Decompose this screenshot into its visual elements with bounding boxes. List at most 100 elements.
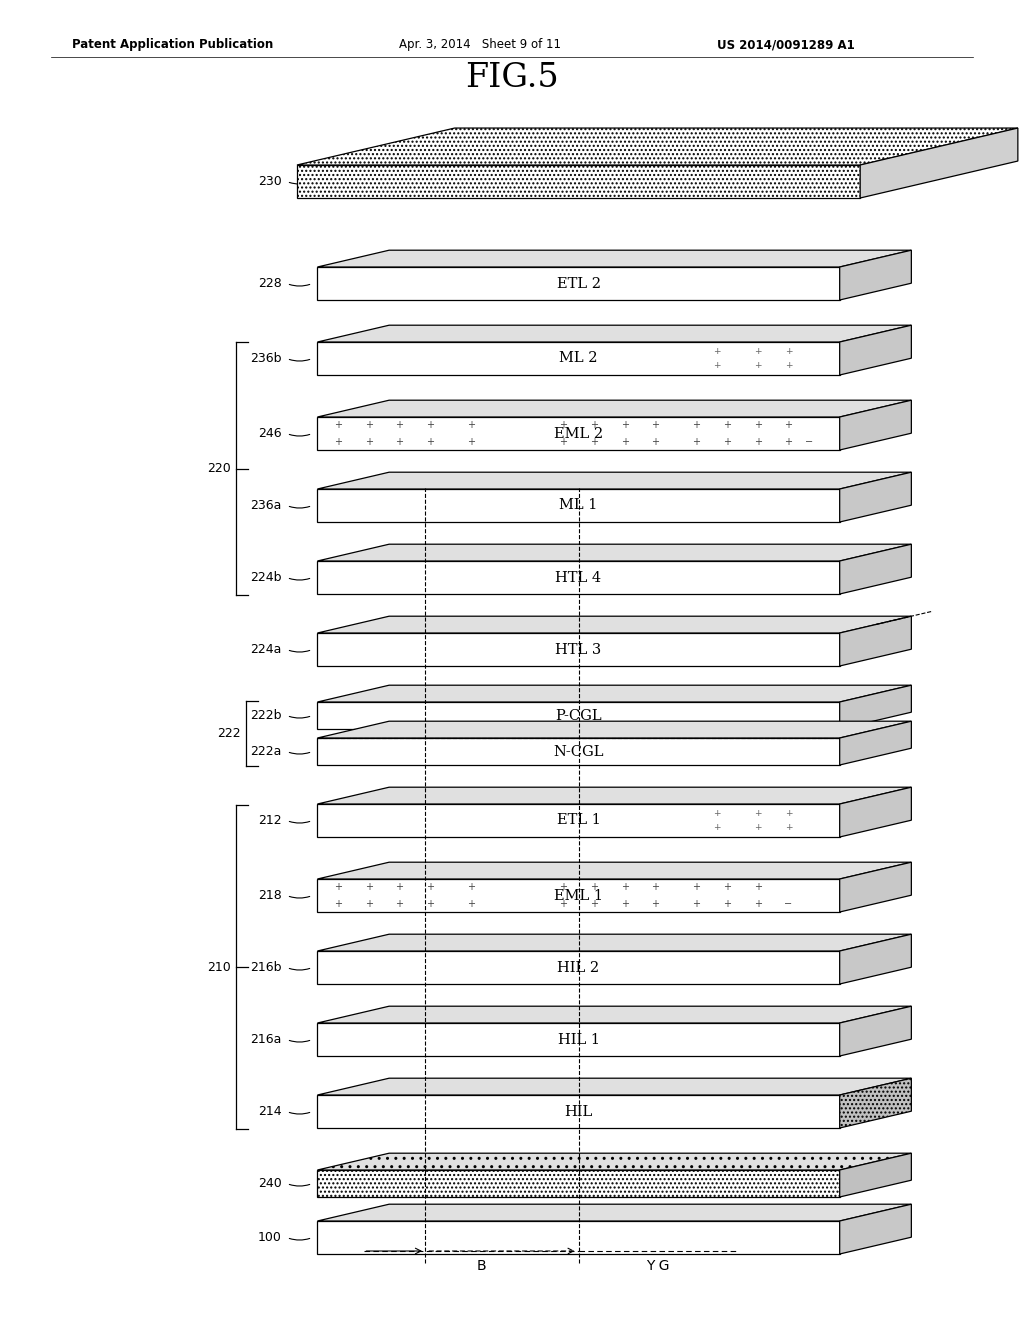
Text: +: + <box>754 437 762 446</box>
Polygon shape <box>317 488 840 521</box>
Text: HTL 3: HTL 3 <box>555 643 602 656</box>
Text: 240: 240 <box>258 1177 282 1191</box>
Polygon shape <box>317 1078 911 1096</box>
Text: +: + <box>784 347 793 355</box>
Text: +: + <box>426 437 434 446</box>
Polygon shape <box>317 721 911 738</box>
Text: 222a: 222a <box>250 744 282 758</box>
Text: +: + <box>621 899 629 908</box>
Polygon shape <box>840 251 911 300</box>
Polygon shape <box>317 634 840 667</box>
Text: +: + <box>784 809 793 817</box>
Text: Apr. 3, 2014   Sheet 9 of 11: Apr. 3, 2014 Sheet 9 of 11 <box>399 38 561 51</box>
Text: +: + <box>590 899 598 908</box>
Text: +: + <box>334 437 342 446</box>
Text: +: + <box>334 420 342 430</box>
Text: +: + <box>754 362 762 370</box>
Polygon shape <box>840 1204 911 1254</box>
Text: 228: 228 <box>258 277 282 290</box>
Text: +: + <box>559 899 567 908</box>
Text: +: + <box>692 420 700 430</box>
Polygon shape <box>317 1170 840 1197</box>
Text: +: + <box>651 882 659 892</box>
Polygon shape <box>317 267 840 300</box>
Text: ETL 1: ETL 1 <box>557 813 600 828</box>
Text: +: + <box>723 882 731 892</box>
Text: 100: 100 <box>258 1232 282 1243</box>
Text: +: + <box>590 882 598 892</box>
Polygon shape <box>317 879 840 912</box>
Polygon shape <box>840 1154 911 1197</box>
Text: +: + <box>395 899 403 908</box>
Text: +: + <box>426 882 434 892</box>
Text: 246: 246 <box>258 426 282 440</box>
Text: +: + <box>365 882 373 892</box>
Text: +: + <box>395 882 403 892</box>
Polygon shape <box>317 561 840 594</box>
Text: +: + <box>723 420 731 430</box>
Polygon shape <box>317 787 911 804</box>
Text: +: + <box>621 437 629 446</box>
Polygon shape <box>297 128 1018 165</box>
Text: EML 2: EML 2 <box>554 426 603 441</box>
Polygon shape <box>840 787 911 837</box>
Text: +: + <box>621 882 629 892</box>
Text: 218: 218 <box>258 888 282 902</box>
Text: +: + <box>467 882 475 892</box>
Text: +: + <box>426 899 434 908</box>
Text: +: + <box>754 347 762 355</box>
Polygon shape <box>840 721 911 766</box>
Text: +: + <box>365 899 373 908</box>
Text: 230: 230 <box>258 176 282 187</box>
Polygon shape <box>317 1006 911 1023</box>
Text: +: + <box>365 420 373 430</box>
Text: +: + <box>467 899 475 908</box>
Polygon shape <box>317 935 911 950</box>
Text: P-CGL: P-CGL <box>555 709 602 722</box>
Text: +: + <box>754 899 762 908</box>
Polygon shape <box>317 1096 840 1129</box>
Text: +: + <box>713 362 721 370</box>
Polygon shape <box>840 400 911 450</box>
Text: 212: 212 <box>258 814 282 828</box>
Text: +: + <box>365 437 373 446</box>
Polygon shape <box>840 862 911 912</box>
Polygon shape <box>840 1006 911 1056</box>
Text: 236a: 236a <box>250 499 282 512</box>
Polygon shape <box>317 738 840 766</box>
Text: +: + <box>713 824 721 833</box>
Text: +: + <box>784 824 793 833</box>
Text: HIL 2: HIL 2 <box>557 961 600 974</box>
Text: 222: 222 <box>217 727 241 741</box>
Text: 214: 214 <box>258 1105 282 1118</box>
Text: +: + <box>784 420 793 430</box>
Text: +: + <box>467 420 475 430</box>
Text: −: − <box>805 437 813 446</box>
Polygon shape <box>317 251 911 267</box>
Text: +: + <box>590 420 598 430</box>
Text: HTL 4: HTL 4 <box>555 570 602 585</box>
Polygon shape <box>317 342 840 375</box>
Polygon shape <box>840 616 911 667</box>
Polygon shape <box>840 935 911 983</box>
Polygon shape <box>317 616 911 634</box>
Text: 220: 220 <box>207 462 230 475</box>
Text: HIL: HIL <box>564 1105 593 1118</box>
Text: +: + <box>651 899 659 908</box>
Polygon shape <box>317 1023 840 1056</box>
Text: 224a: 224a <box>250 643 282 656</box>
Text: 236b: 236b <box>250 352 282 366</box>
Text: +: + <box>784 437 793 446</box>
Text: FIG.5: FIG.5 <box>465 62 559 94</box>
Text: US 2014/0091289 A1: US 2014/0091289 A1 <box>717 38 855 51</box>
Polygon shape <box>840 544 911 594</box>
Text: 222b: 222b <box>250 709 282 722</box>
Text: +: + <box>651 437 659 446</box>
Text: −: − <box>784 899 793 908</box>
Text: EML 1: EML 1 <box>554 888 603 903</box>
Text: +: + <box>713 809 721 817</box>
Text: +: + <box>723 437 731 446</box>
Text: +: + <box>590 437 598 446</box>
Polygon shape <box>317 325 911 342</box>
Polygon shape <box>317 804 840 837</box>
